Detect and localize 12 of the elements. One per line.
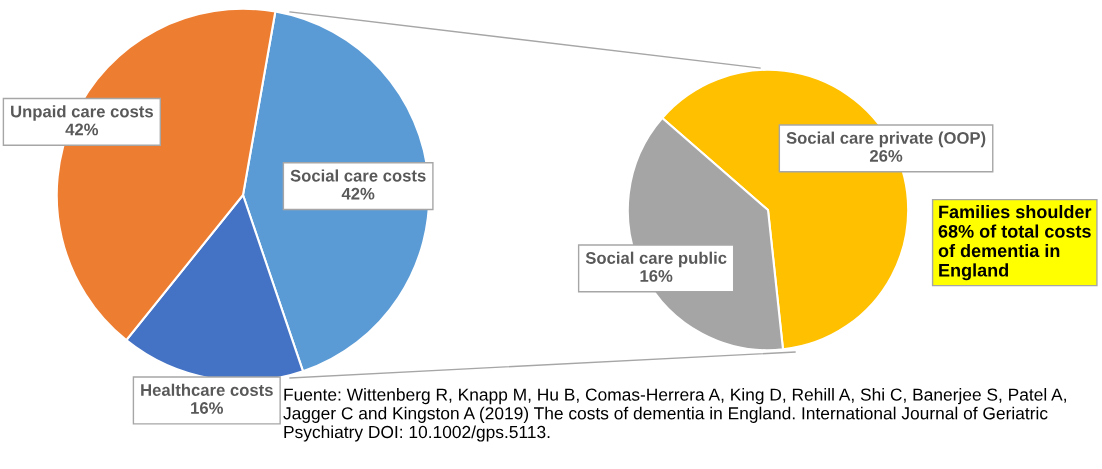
data-label: 42% [65, 123, 99, 136]
slice-label: Social care costs [290, 169, 426, 182]
data-label: 16% [640, 270, 673, 282]
source-note: Fuente: Wittenberg R, Knapp M, Hu B, Comas-Herrera A, King D, Rehill A, Shi C, Banerjee S, Patel A, Jagger C and Kingston A (2019) The costs of dementia in England. International Journal of Geriatric Psychiatry DOI: 10.1002/gps.5113. [283, 388, 1066, 442]
slice-label: Social care private (OOP) [786, 131, 986, 148]
slice-label: Healthcare costs [141, 383, 273, 396]
data-label: 16% [191, 402, 224, 414]
slice-label: Unpaid care costs [11, 105, 153, 121]
data-label: 42% [341, 187, 375, 200]
text: Families shoulder 68% of total costs of dementia in England [938, 205, 1092, 281]
data-label: 26% [869, 150, 903, 162]
slice-label: Social care public [585, 251, 727, 268]
